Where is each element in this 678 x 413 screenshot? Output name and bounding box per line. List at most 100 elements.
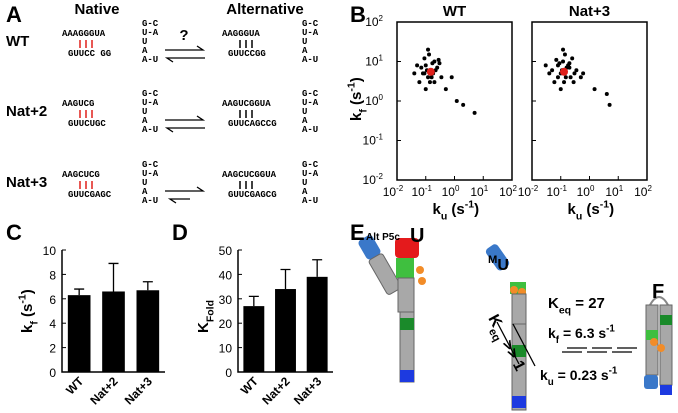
data-point [581, 71, 586, 76]
data-point [604, 92, 609, 97]
text-part: (s [19, 304, 36, 322]
text-part: k [433, 201, 442, 218]
data-point [443, 87, 448, 92]
y-tick-label: 2 [49, 342, 56, 356]
helix-segment [396, 258, 414, 278]
stem-base: U-A [302, 98, 319, 108]
data-point [432, 80, 437, 85]
panel-label: B [350, 2, 366, 27]
bar [102, 291, 125, 372]
data-point [568, 75, 573, 80]
data-point [562, 80, 567, 85]
sequence: GUUCGAGC [68, 190, 112, 200]
tick-exponent: 2 [379, 14, 384, 23]
stem-base: U [302, 37, 307, 47]
equilibrium-arrows [164, 45, 637, 367]
ion [418, 277, 426, 285]
tick-exponent: -2 [531, 184, 539, 193]
helix-segment [485, 244, 510, 271]
tick-base: 10 [412, 185, 426, 199]
tick-exponent: 1 [379, 54, 384, 63]
unfolded-structure [358, 235, 402, 295]
data-point [563, 75, 568, 80]
y-tick-label: 50 [219, 244, 233, 258]
y-axis-label: kf (s-1) [16, 289, 40, 333]
data-point [560, 67, 569, 76]
text-part: f [357, 109, 369, 113]
plot-frame [396, 21, 513, 181]
data-point [550, 68, 555, 73]
data-point [426, 47, 431, 52]
helix-segment [512, 396, 526, 408]
data-point [571, 80, 576, 85]
text-part: ) [474, 201, 479, 218]
y-tick-label: 0 [49, 366, 56, 380]
y-tick-label: 6 [49, 293, 56, 307]
stem-base: A [142, 46, 148, 56]
text-part: ) [348, 77, 365, 82]
tick-exponent: -2 [376, 172, 384, 181]
x-tick-label: Nat+2 [87, 374, 120, 407]
text-part: (s [348, 92, 365, 110]
text-part: K [548, 295, 559, 312]
tick-base: 10 [577, 185, 591, 199]
mu-label: MU [488, 254, 509, 274]
stem-base: G-C [142, 89, 159, 99]
text-part: k [540, 367, 548, 383]
alt-label: Alt P5c [366, 232, 400, 243]
text-part: Fold [204, 300, 216, 322]
column-header: Native [74, 1, 119, 18]
stem-base: U [302, 178, 307, 188]
stem-base: A-U [302, 196, 318, 206]
ku-value: ku = 0.23 s-1 [540, 366, 618, 388]
tick-base: 10 [470, 185, 484, 199]
stem-base: A [142, 116, 148, 126]
text-part: U [497, 257, 509, 274]
y-tick-label: 8 [49, 268, 56, 282]
sequence: AAGCUCGGUA [222, 170, 277, 180]
data-point [436, 57, 441, 62]
y-tick-label: 101 [365, 54, 383, 69]
data-point [561, 59, 566, 64]
error-bar [108, 262, 119, 292]
chart-title: Nat+3 [569, 3, 610, 20]
stem-base: A-U [142, 125, 158, 135]
data-point [412, 71, 417, 76]
data-point [461, 102, 466, 107]
stem-base: A [302, 187, 308, 197]
x-tick-label: WT [238, 374, 262, 398]
helix-segment [368, 253, 402, 295]
y-tick-label: 10-2 [363, 172, 384, 187]
tick-exponent: 1 [484, 184, 489, 193]
sequence: AAGGGUA [222, 29, 260, 39]
data-point [423, 63, 428, 68]
data-point [427, 52, 432, 57]
stem-base: A-U [142, 55, 158, 65]
text-part: = 0.23 s [554, 367, 609, 383]
tick-exponent: -1 [376, 133, 384, 142]
error-bar [248, 295, 259, 307]
sequence: GUUCAGCCG [228, 119, 277, 129]
data-point [417, 80, 422, 85]
stem-base: U-A [142, 98, 159, 108]
data-point [422, 71, 427, 76]
ion [510, 286, 518, 294]
text-part: eq [559, 304, 571, 316]
tick-base: 10 [518, 185, 532, 199]
y-axis-label: kf (s-1) [345, 77, 369, 121]
helix-segment [400, 318, 414, 330]
data-point [558, 87, 563, 92]
stem-base: U [302, 107, 307, 117]
helix-segment [511, 293, 527, 325]
data-point [555, 75, 560, 80]
stem-base: U-A [142, 169, 159, 179]
tick-exponent: 0 [590, 184, 595, 193]
text-part: eq [486, 327, 503, 344]
tick-exponent: 1 [619, 184, 624, 193]
data-point [554, 57, 559, 62]
data-point [427, 80, 432, 85]
y-tick-label: 10 [43, 244, 57, 258]
panel-label: E [350, 220, 365, 245]
bar [275, 289, 296, 372]
